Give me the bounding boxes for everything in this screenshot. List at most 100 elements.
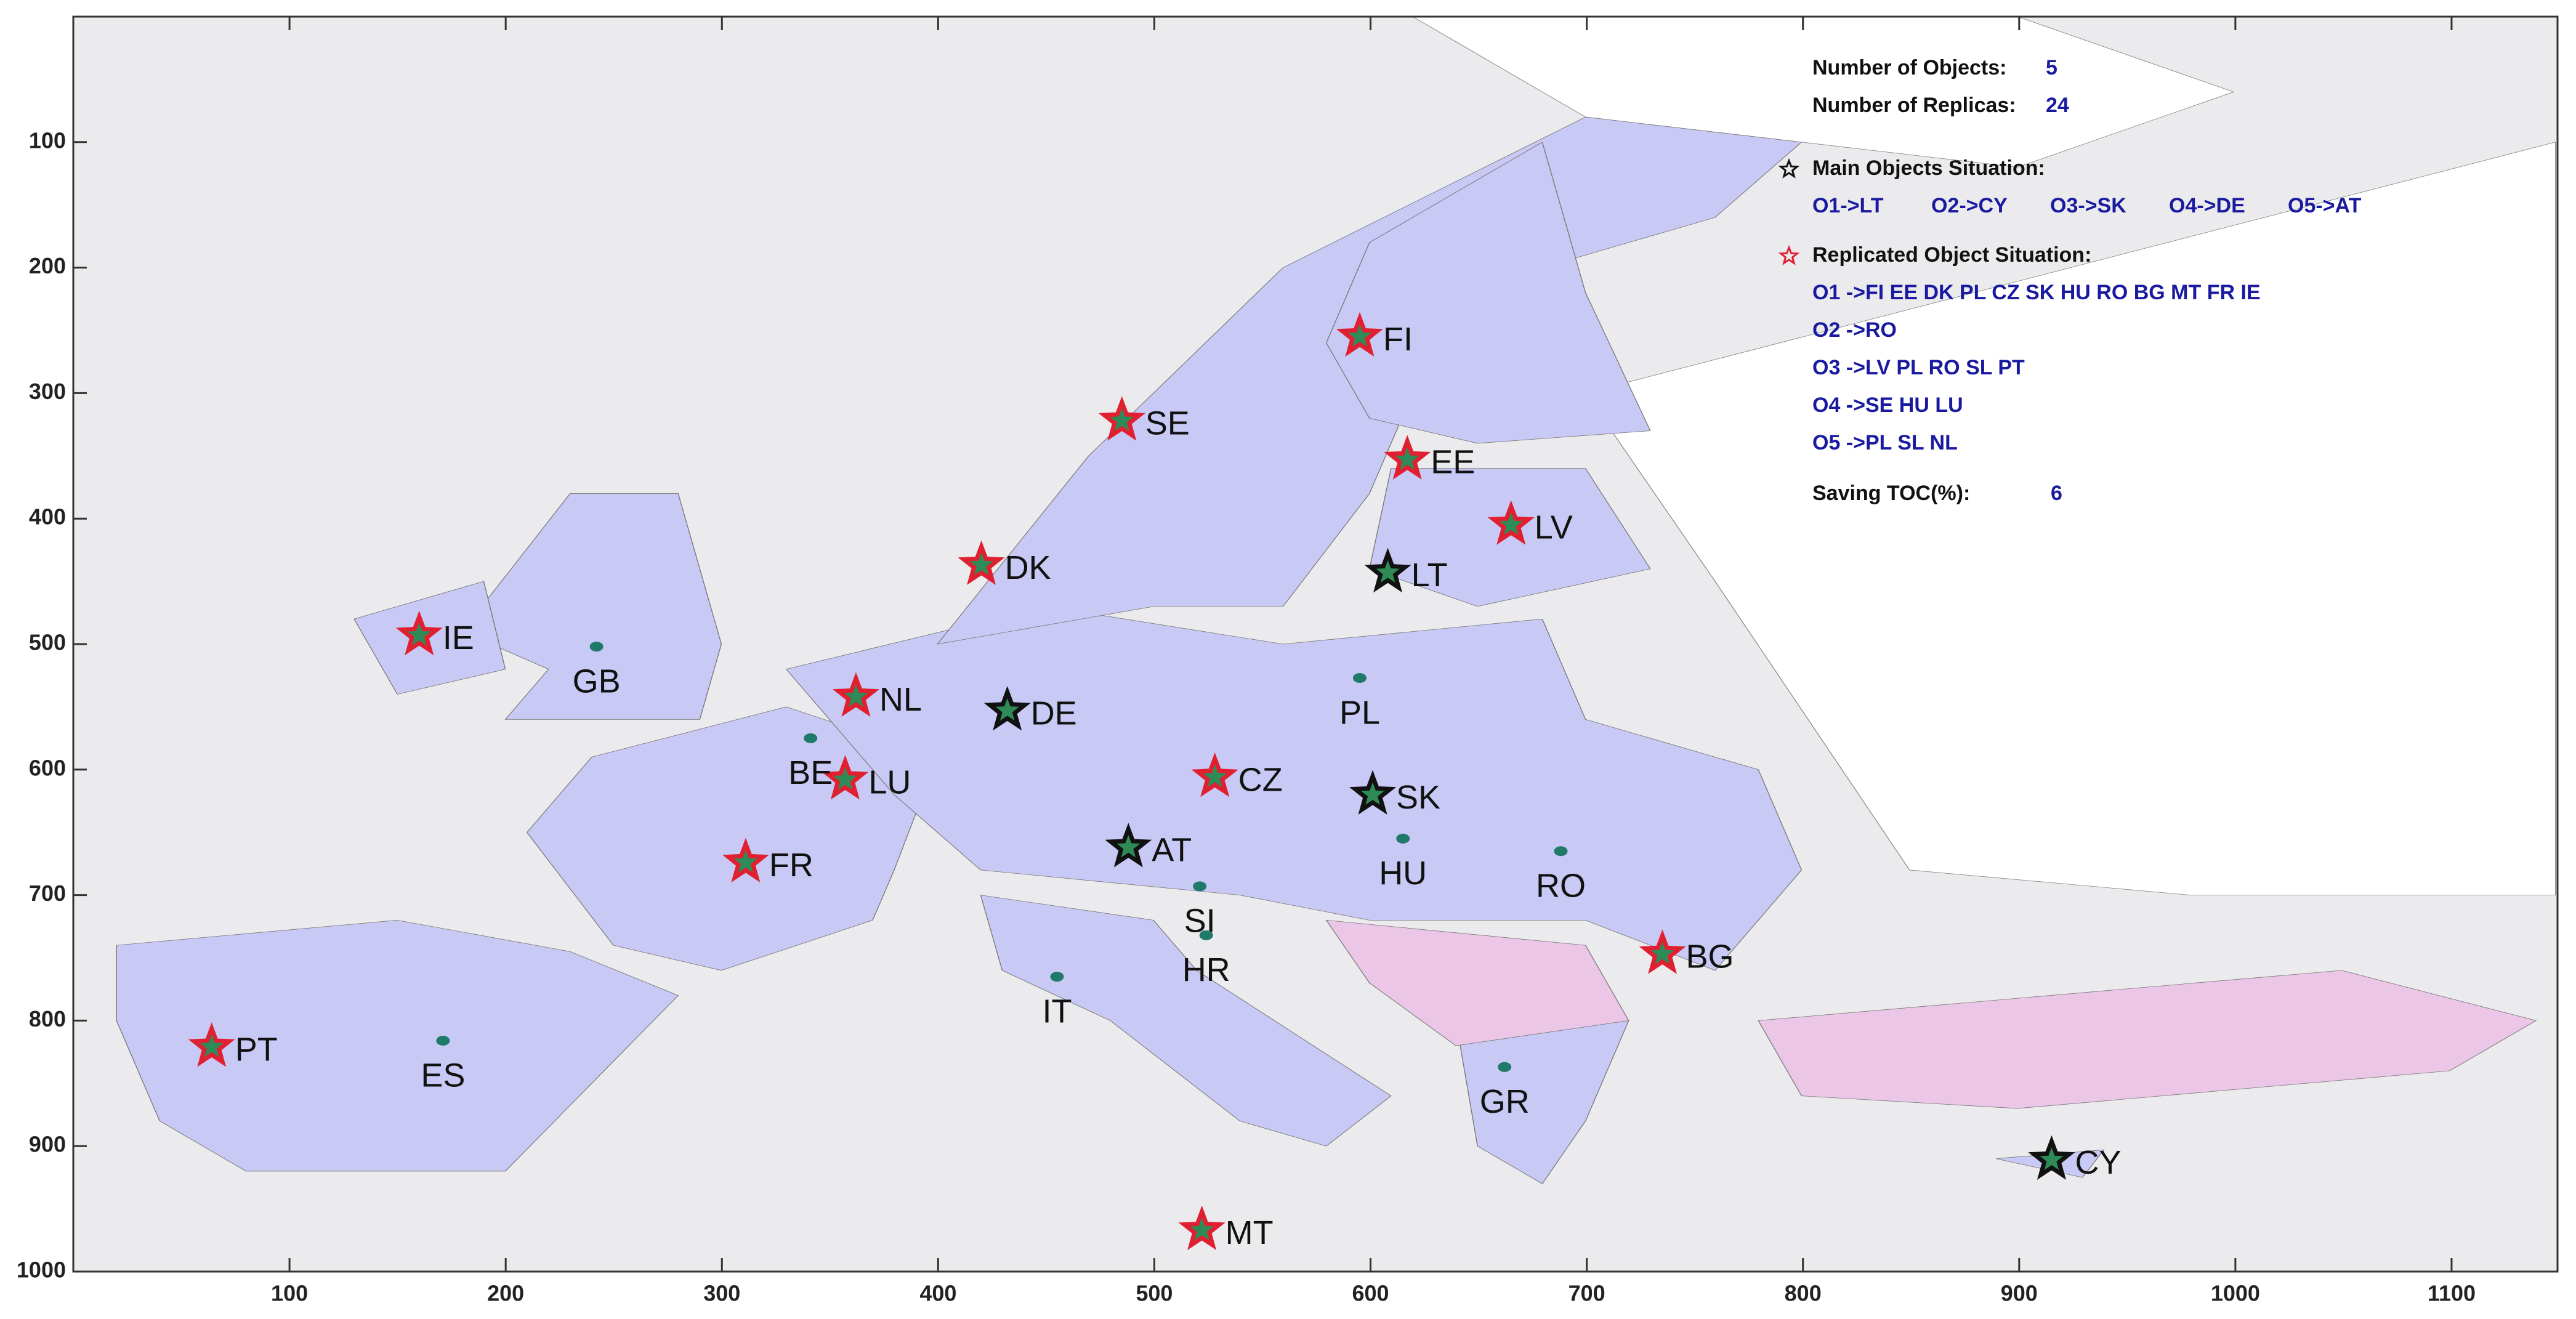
country-label: MT (1225, 1214, 1274, 1251)
info-label: Number of Objects: (1812, 56, 2006, 79)
main-object-marker (2028, 1135, 2075, 1180)
info-value: 24 (2046, 94, 2069, 117)
country-label: EE (1431, 444, 1475, 481)
country (785, 606, 1803, 971)
replica-marker (1336, 312, 1383, 357)
x-tick-label: 500 (1136, 1281, 1173, 1306)
replica-marker (1191, 752, 1238, 797)
site-marker (804, 733, 818, 743)
y-tick-label: 900 (29, 1132, 66, 1157)
replica-marker (395, 610, 443, 656)
country-label: HR (1182, 951, 1230, 988)
y-tick-label: 100 (29, 127, 66, 153)
info-panel: Number of Objects: 5 Number of Replicas:… (1778, 56, 2362, 505)
site-marker (1193, 881, 1207, 892)
y-tick-label: 1000 (17, 1257, 66, 1283)
country-label: DE (1031, 695, 1077, 732)
x-tick-label: 1000 (2211, 1281, 2260, 1306)
x-tick-label: 200 (487, 1281, 524, 1306)
main-object-entry: O3->SK (2050, 194, 2126, 217)
country-label: DK (1005, 549, 1051, 586)
country (1369, 468, 1651, 607)
non-eu-country (1325, 919, 1629, 1046)
main-object-entry: O4->DE (2169, 194, 2245, 217)
main-object-marker (1349, 770, 1397, 815)
replica-marker (958, 540, 1005, 585)
site-marker (1199, 930, 1213, 940)
country-label: LU (868, 764, 911, 801)
country-label: HU (1379, 855, 1427, 892)
main-object-entry: O5->AT (2288, 194, 2362, 217)
y-tick-label: 600 (29, 755, 66, 780)
land (116, 16, 2556, 1185)
country-label: FI (1383, 321, 1413, 358)
series: FI SE EE LV DK IE NL LU CZ FR BG PT MT (188, 312, 1734, 1251)
replica-marker (1098, 396, 1145, 441)
country-label: GB (573, 663, 621, 700)
country-label: NL (879, 681, 922, 718)
country (116, 919, 679, 1172)
site-marker (589, 642, 604, 652)
country-label: IE (443, 619, 474, 656)
replica-marker (822, 755, 869, 800)
site-marker (1352, 673, 1367, 684)
country-label: SK (1396, 779, 1440, 816)
main-object-marker (983, 686, 1031, 731)
non-eu-country (1758, 970, 2537, 1109)
country-label: GR (1480, 1083, 1530, 1120)
country-label: PL (1339, 694, 1380, 731)
x-tick-label: 800 (1785, 1281, 1822, 1306)
y-tick-label: 800 (29, 1006, 66, 1031)
x-tick-label: 600 (1352, 1281, 1389, 1306)
replica-entry: O4 ->SE HU LU (1812, 393, 1963, 417)
main-object-entry: O2->CY (1931, 194, 2008, 217)
info-value: 6 (2051, 482, 2062, 505)
main-object-entry: O1->LT (1812, 194, 1884, 217)
info-label: Saving TOC(%): (1812, 482, 1970, 505)
x-tick-label: 300 (703, 1281, 740, 1306)
country-label: IT (1042, 993, 1072, 1030)
country-label: LV (1535, 509, 1573, 546)
country-label: BG (1686, 938, 1734, 975)
legend-label: Replicated Object Situation: (1812, 243, 2091, 267)
country-label: CZ (1238, 761, 1283, 798)
y-tick-label: 300 (29, 379, 66, 404)
country-label: PT (235, 1031, 278, 1068)
y-tick-label: 500 (29, 630, 66, 655)
non-eu-land (1585, 142, 2556, 896)
x-tick-label: 100 (271, 1281, 308, 1306)
replica-marker (188, 1022, 235, 1067)
site-marker (1498, 1062, 1512, 1072)
legend-label: Main Objects Situation: (1812, 156, 2045, 180)
replica-entry: O5 ->PL SL NL (1812, 431, 1958, 454)
info-value: 5 (2046, 56, 2057, 79)
country-label: LT (1411, 557, 1448, 594)
x-tick-label: 1100 (2428, 1281, 2476, 1306)
replica-entry: O2 ->RO (1812, 318, 1897, 342)
country-label: CY (2075, 1144, 2121, 1181)
main-object-marker (1364, 547, 1411, 593)
x-tick-label: 400 (919, 1281, 956, 1306)
site-marker (1396, 833, 1410, 844)
country (980, 895, 1392, 1147)
main-object-marker (1105, 823, 1152, 868)
country-label: SE (1145, 405, 1190, 442)
series: LT DE SK AT CY (983, 547, 2121, 1181)
replica-marker (1487, 500, 1535, 545)
replica-entry: O1 ->FI EE DK PL CZ SK HU RO BG MT FR IE (1812, 281, 2261, 304)
y-tick-label: 400 (29, 504, 66, 530)
site-marker (1050, 972, 1064, 982)
y-tick-label: 200 (29, 253, 66, 278)
x-tick-label: 700 (1569, 1281, 1605, 1306)
y-tick-label: 700 (29, 881, 66, 906)
replica-entry: O3 ->LV PL RO SL PT (1812, 356, 2025, 379)
site-marker (1554, 846, 1568, 857)
site-marker (436, 1036, 450, 1046)
country (1325, 141, 1651, 444)
legend-marker (1778, 158, 1800, 179)
replica-marker (722, 837, 769, 882)
replica-marker (1178, 1205, 1225, 1251)
country-label: AT (1152, 831, 1192, 868)
x-tick-label: 900 (2001, 1281, 2038, 1306)
